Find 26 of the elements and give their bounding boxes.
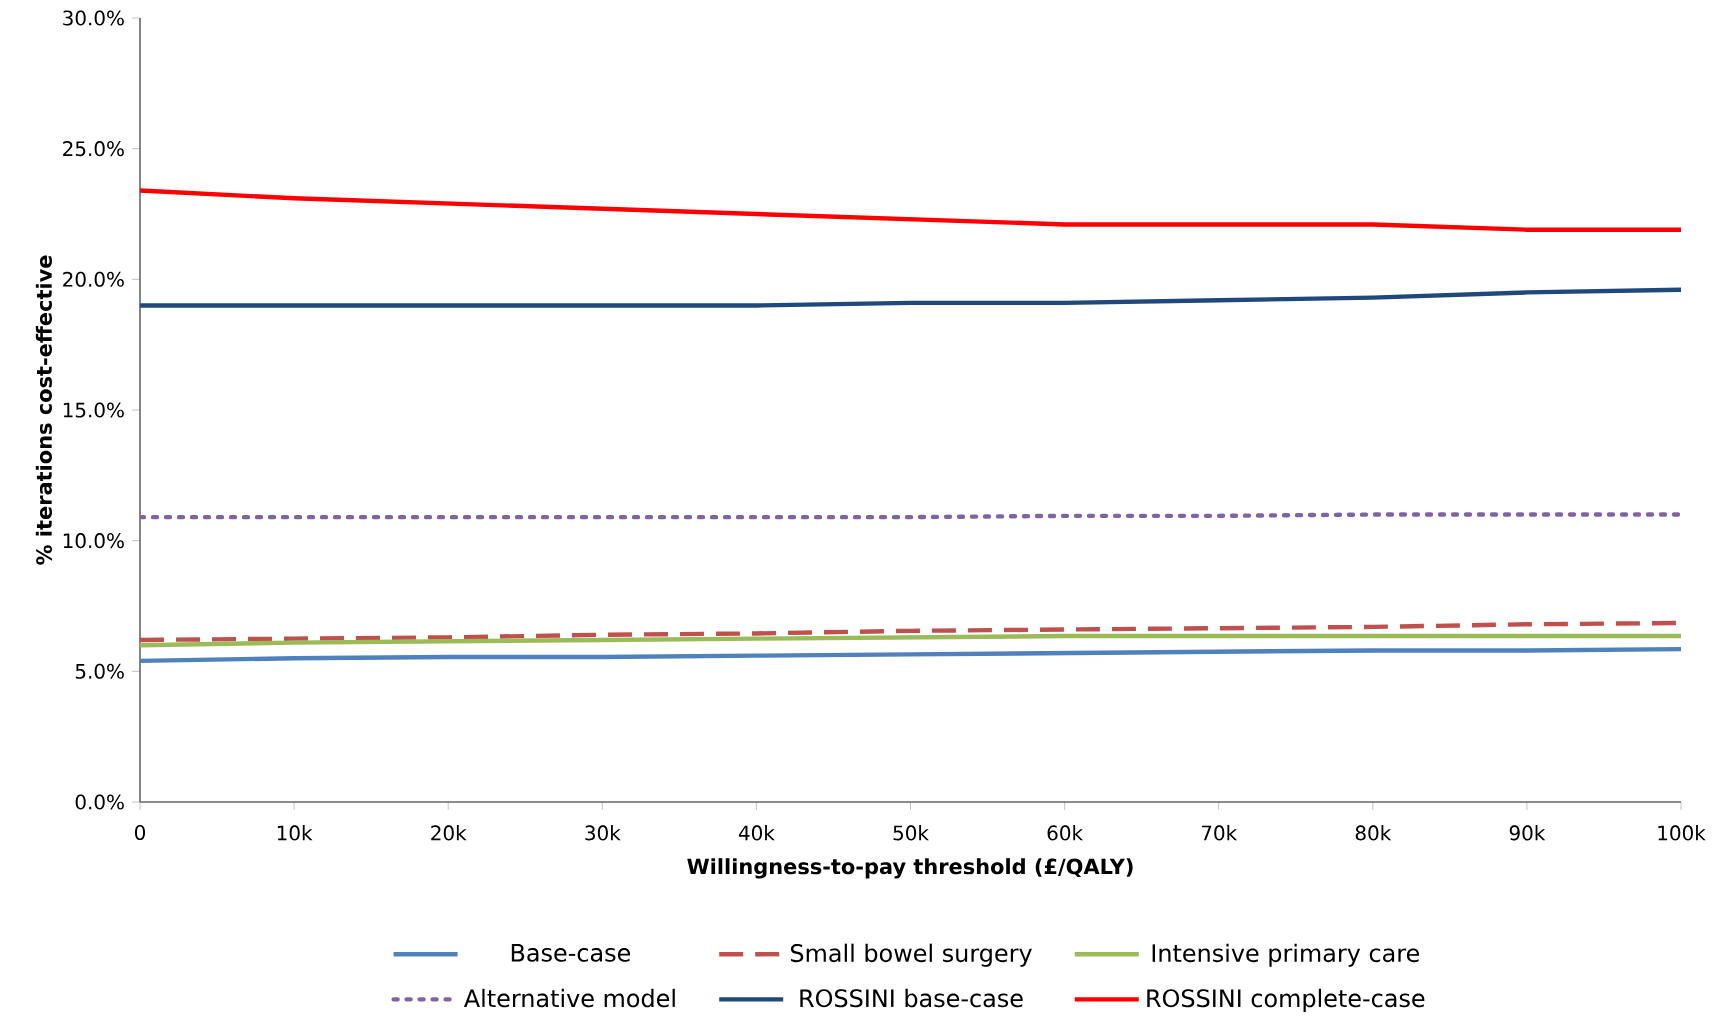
y-tick-label: 20.0% (63, 271, 124, 287)
legend-label: Base-case (511, 944, 631, 962)
y-tick-label: 0.0% (75, 794, 124, 810)
y-tick-label: 10.0% (63, 533, 124, 549)
y-axis-title: % iterations cost-effective (35, 255, 52, 565)
x-tick-label: 10k (277, 825, 313, 841)
y-tick-label: 30.0% (63, 10, 124, 26)
legend-label: Intensive primary care (1152, 943, 1420, 967)
x-tick-label: 40k (738, 825, 775, 841)
x-tick-label: 80k (1355, 825, 1392, 841)
legend-label: Alternative model (463, 988, 675, 1008)
x-tick-label: 50k (893, 825, 929, 841)
legend-label: ROSSINI complete-case (1147, 988, 1425, 1012)
x-tick-label: 70k (1201, 825, 1238, 841)
y-tick-label: 5.0% (75, 663, 124, 679)
x-tick-label: 0 (134, 825, 146, 841)
legend-label: ROSSINI base-case (800, 988, 1023, 1008)
y-tick-label: 15.0% (63, 402, 124, 418)
legend-label: Small bowel surgery (790, 943, 1032, 967)
x-tick-label: 30k (585, 825, 621, 841)
x-tick-label: 60k (1047, 825, 1084, 841)
x-tick-label: 90k (1509, 825, 1546, 841)
x-tick-label: 20k (431, 825, 467, 841)
x-tick-label: 100k (1658, 825, 1706, 841)
x-axis-title: Willingness-to-pay threshold (£/QALY) (687, 858, 1133, 879)
y-tick-label: 25.0% (63, 141, 124, 157)
